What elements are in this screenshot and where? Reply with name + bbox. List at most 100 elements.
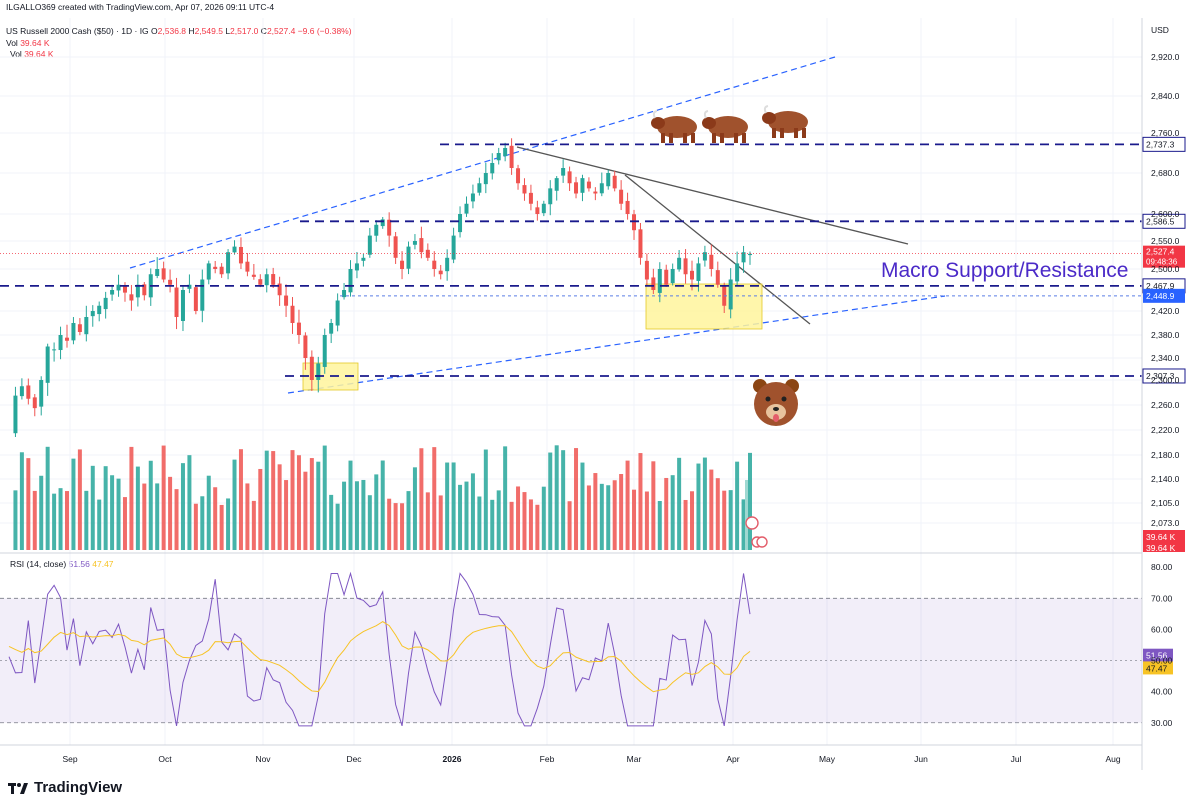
candle-body [284, 295, 289, 306]
volume-bar [412, 467, 417, 550]
time-tick-label: Feb [540, 754, 555, 764]
level-label-bg [1142, 213, 1186, 229]
candle-body [155, 269, 160, 276]
volume-bar [200, 496, 205, 550]
volume-bar [32, 490, 37, 550]
candle-body [19, 386, 24, 397]
volume-bar [535, 504, 540, 550]
candle-body [219, 266, 224, 275]
vol1-label: Vol [6, 38, 18, 48]
candle-body [554, 178, 559, 191]
candle-body [528, 192, 533, 204]
volume-bar [419, 448, 424, 550]
rsi-ma-value: 47.47 [92, 559, 114, 569]
candle-body [251, 274, 256, 277]
candle-body [271, 274, 276, 285]
tradingview-brand: TradingView [34, 779, 123, 796]
candle-body [464, 203, 469, 214]
volume-bar [97, 499, 102, 550]
rsi-tick-label: 80.00 [1151, 562, 1173, 572]
volume-bar [342, 481, 347, 550]
candle-body [638, 229, 643, 258]
rsi-tick-label: 60.00 [1151, 624, 1173, 634]
volume-bar [599, 483, 604, 550]
price-tick-label: 2,073.0 [1151, 518, 1180, 528]
volume-bar [690, 491, 695, 550]
candle-body [180, 290, 185, 321]
low-value: 2,517.0 [230, 26, 259, 36]
volume-bar [110, 475, 115, 550]
volume-bar [122, 497, 127, 550]
volume-bar [45, 446, 50, 550]
volume-bar [458, 484, 463, 550]
level-label: 2,448.9 [1146, 291, 1175, 301]
volume-bar [309, 458, 314, 550]
volume-bar [367, 495, 372, 550]
price-tick-label: 2,340.0 [1151, 353, 1180, 363]
time-tick-label: Jun [914, 754, 928, 764]
volume-bar [528, 499, 533, 550]
event-icon [756, 536, 768, 548]
volume-bar [483, 449, 488, 550]
candle-body [541, 203, 546, 214]
close-label: C [260, 26, 267, 36]
price-tick-label: 2,220.0 [1151, 425, 1180, 435]
tradingview-logo[interactable]: TradingView [8, 779, 122, 796]
rsi-ma-badge: 47.47 [1146, 663, 1168, 673]
candle-body [625, 200, 630, 214]
candle-body [470, 193, 475, 202]
volume-bar [464, 481, 469, 550]
volume-bar [580, 462, 585, 550]
candle-body [277, 283, 282, 296]
volume-line-1: Vol 39.64 K [6, 38, 50, 48]
candle-body [496, 153, 501, 161]
volume-bar [632, 489, 637, 550]
support-zone-box-2 [645, 283, 763, 330]
candle-body [58, 335, 63, 351]
volume-bar [644, 491, 649, 550]
candle-body [142, 284, 147, 296]
candle-body [187, 284, 192, 289]
candle-body [606, 173, 611, 187]
volume-bar [348, 460, 353, 550]
volume-bar [561, 450, 566, 550]
vol1-value: 39.64 K [20, 38, 50, 48]
time-tick-label: Aug [1105, 754, 1120, 764]
candle-body [412, 241, 417, 245]
candle-body [193, 287, 198, 311]
bull-icon [762, 105, 808, 138]
rsi-label: RSI (14, close) [10, 559, 67, 569]
volume-bar [219, 504, 224, 550]
volume-bar [361, 479, 366, 550]
price-tick-label: 2,550.0 [1151, 236, 1180, 246]
volume-bar [509, 501, 514, 550]
candle-body [135, 284, 140, 298]
candle-body [619, 189, 624, 204]
candle-body [702, 252, 707, 261]
candle-body [45, 346, 50, 383]
volume-bar [625, 460, 630, 550]
volume-bar [735, 461, 740, 550]
last-price-label-bg [1143, 245, 1185, 268]
volume-bar [438, 495, 443, 550]
volume-bar [651, 461, 656, 550]
volume-bar [657, 500, 662, 550]
bear-face-icon [753, 379, 799, 426]
volume-badge-2: 39.64 K [1146, 543, 1176, 553]
candle-body [451, 235, 456, 260]
time-tick-label: Sep [62, 754, 77, 764]
volume-bar [71, 458, 76, 550]
volume-bar [425, 492, 430, 550]
candle-body [567, 171, 572, 184]
event-icon [745, 516, 759, 530]
candle-body [477, 183, 482, 193]
candle-body [393, 236, 398, 258]
price-tick-label: 2,600.0 [1151, 209, 1180, 219]
candle-body [683, 258, 688, 275]
currency-label: USD [1151, 25, 1169, 35]
candle-body [644, 260, 649, 280]
volume-bar [586, 485, 591, 550]
volume-bar [232, 459, 237, 550]
volume-bar [715, 478, 720, 550]
